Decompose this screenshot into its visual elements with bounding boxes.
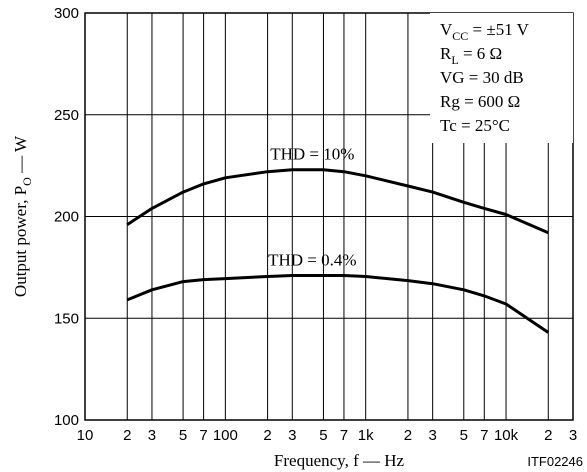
x-tick-label: 5 (179, 427, 187, 444)
conditions-legend: VCC = ±51 VRL = 6 ΩVG = 30 dB Rg = 600 Ω T… (430, 13, 573, 143)
series-label: THD = 10% (270, 145, 354, 164)
y-axis-label: Output power, PO — W (11, 135, 34, 297)
condition-line: RL = 6 Ω (440, 44, 502, 67)
series-labels: THD = 10% THD = 0.4% (268, 145, 356, 270)
y-tick-label: 100 (54, 412, 79, 429)
x-tick-label: 1k (358, 427, 374, 444)
x-tick-label: 7 (199, 427, 207, 444)
x-tick-label: 2 (544, 427, 552, 444)
y-tick-label: 250 (54, 107, 79, 124)
condition-line: VCC = ±51 V (440, 20, 530, 43)
x-tick-label: 2 (123, 427, 131, 444)
series-label: THD = 0.4% (268, 251, 356, 270)
x-tick-label: 100 (213, 427, 238, 444)
y-axis-label-sub: O (20, 177, 34, 186)
x-tick-label: 5 (460, 427, 468, 444)
y-axis-label-tail: — W (11, 135, 30, 177)
y-tick-label: 200 (54, 209, 79, 226)
x-tick-labels: 10 2 3 5 7 100 2 3 5 7 1k 2 3 5 7 10k 2 3 (77, 427, 578, 444)
x-tick-label: 10 (77, 427, 94, 444)
condition-line: Rg = 600 Ω (440, 92, 520, 111)
x-tick-label: 2 (404, 427, 412, 444)
curves (126, 168, 550, 334)
series-line (126, 274, 550, 334)
plot-frame (84, 12, 574, 421)
x-tick-label: 3 (569, 427, 577, 444)
x-tick-label: 3 (288, 427, 296, 444)
x-tick-label: 3 (148, 427, 156, 444)
series-line (126, 168, 549, 235)
y-axis-label-main: Output power, P (11, 186, 30, 297)
condition-line: VG = 30 dB (440, 68, 524, 87)
x-tick-label: 7 (340, 427, 348, 444)
y-tick-label: 300 (54, 5, 79, 22)
x-axis-label: Frequency, f — Hz (274, 451, 405, 470)
y-tick-labels: 100 150 200 250 300 (54, 5, 79, 429)
figure-code: ITF02246 (527, 454, 583, 469)
x-tick-label: 7 (480, 427, 488, 444)
x-tick-label: 2 (263, 427, 271, 444)
y-tick-label: 150 (54, 310, 79, 327)
x-tick-label: 5 (319, 427, 327, 444)
condition-line: Tc = 25°C (440, 116, 510, 135)
x-tick-label: 3 (428, 427, 436, 444)
conditions-background (430, 13, 573, 143)
x-tick-label: 10k (494, 427, 519, 444)
